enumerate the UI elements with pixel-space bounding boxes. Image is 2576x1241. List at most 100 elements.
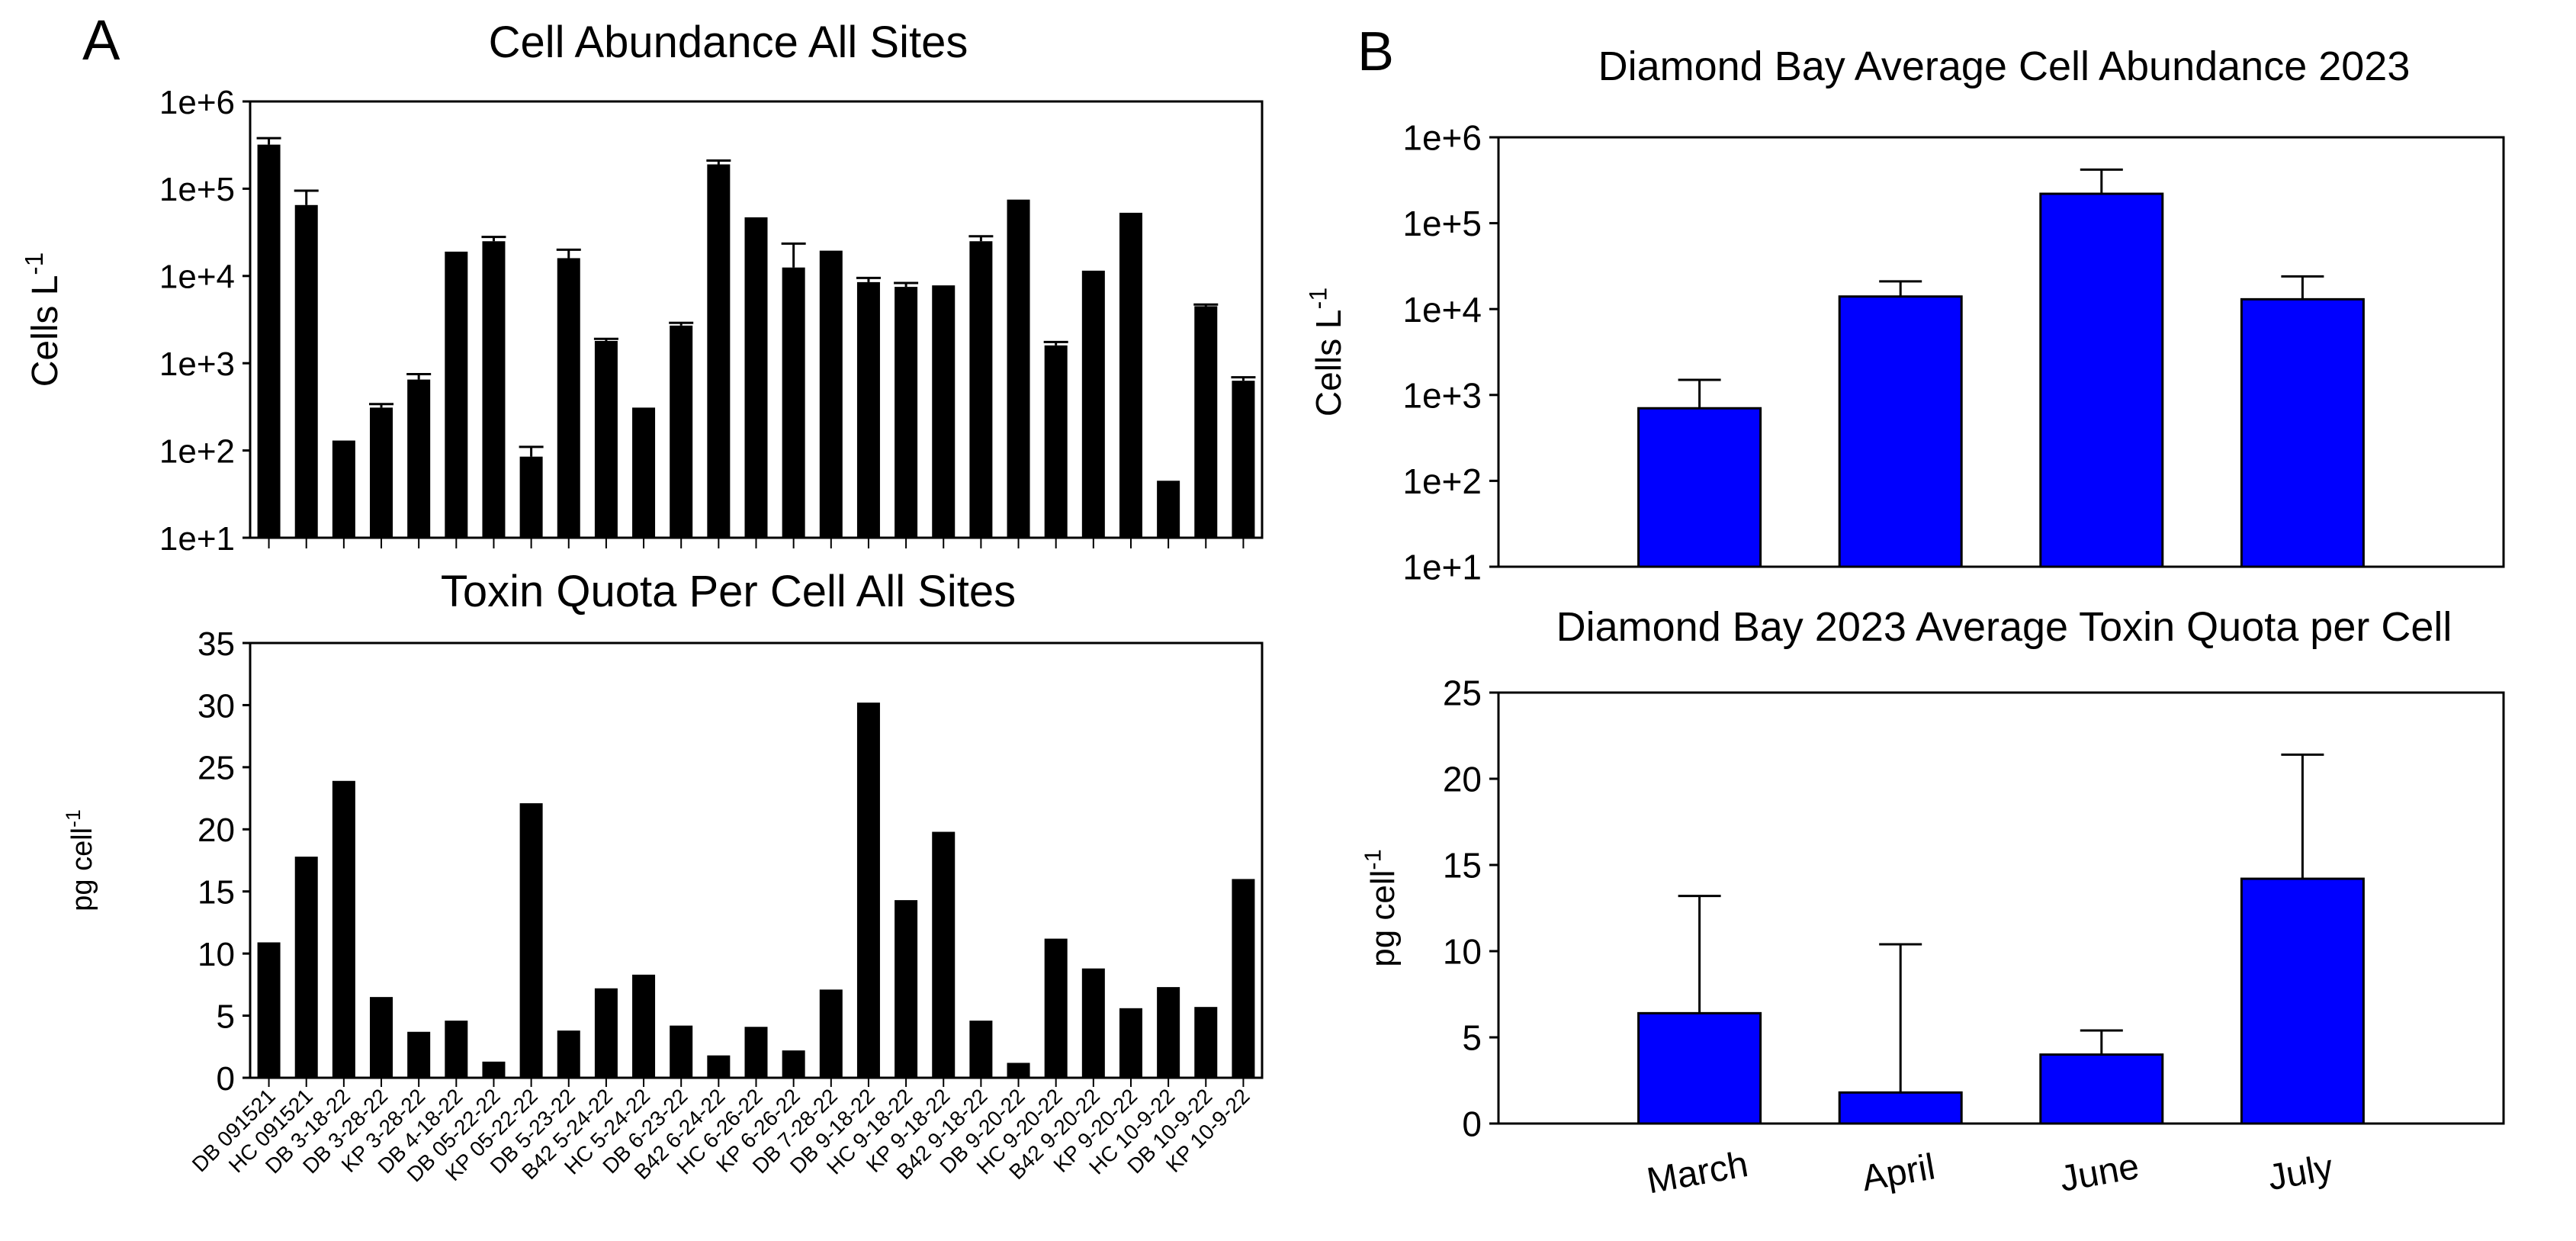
bar <box>1119 1008 1142 1078</box>
bar <box>2039 1053 2164 1125</box>
bar <box>557 258 580 538</box>
bar <box>782 1050 805 1078</box>
y-tick-label: 1e+4 <box>159 259 235 296</box>
y-tick-label: 1e+5 <box>159 171 235 208</box>
bar <box>557 1030 580 1078</box>
bar <box>1194 1007 1218 1078</box>
bar <box>1838 295 1963 568</box>
bar <box>632 974 656 1078</box>
bar <box>856 702 880 1078</box>
bar <box>895 900 918 1078</box>
panel-label-a: A <box>82 8 120 72</box>
y-tick-label: 20 <box>198 812 235 849</box>
bar <box>594 340 618 538</box>
chart-a-bottom: Toxin Quota Per Cell All Sites pg cell-1 0… <box>62 567 1264 1187</box>
chart-b-top: Diamond Bay Average Cell Abundance 2023 C… <box>1305 43 2505 587</box>
bar <box>594 988 618 1078</box>
bar <box>257 144 281 538</box>
y-tick-label: 1e+1 <box>159 520 235 558</box>
x-tick-label: July <box>2265 1147 2336 1198</box>
y-tick-label: 1e+6 <box>159 84 235 121</box>
bar <box>519 803 543 1078</box>
bar <box>670 1025 693 1078</box>
y-tick-label: 1e+4 <box>1402 290 1482 330</box>
y-axis-label: pg cell-1 <box>62 809 98 911</box>
bar <box>856 281 880 538</box>
bar <box>782 267 805 538</box>
y-tick-label: 1e+3 <box>1402 375 1482 415</box>
panel-label-b: B <box>1357 21 1394 82</box>
bar <box>332 440 355 538</box>
bar <box>407 1031 431 1078</box>
y-tick-label: 1e+2 <box>1402 461 1482 501</box>
bar <box>1044 345 1068 538</box>
bar <box>1232 381 1255 538</box>
y-tick-label: 1e+5 <box>1402 204 1482 243</box>
y-tick-label: 30 <box>198 687 235 725</box>
y-tick-label: 0 <box>1462 1104 1482 1144</box>
y-tick-label: 1e+1 <box>1402 548 1482 587</box>
bar <box>294 204 318 538</box>
chart-title: Toxin Quota Per Cell All Sites <box>441 567 1016 616</box>
bar <box>1081 270 1105 538</box>
bar <box>445 1021 468 1078</box>
y-tick-label: 0 <box>217 1060 235 1098</box>
bar <box>744 217 768 538</box>
y-tick-label: 25 <box>1443 674 1482 713</box>
y-tick-label: 15 <box>198 874 235 911</box>
bar <box>407 379 431 538</box>
y-tick-label: 1e+6 <box>1402 118 1482 158</box>
y-tick-label: 10 <box>198 936 235 973</box>
bar <box>445 251 468 538</box>
bar <box>370 997 393 1078</box>
plot-frame <box>249 100 1264 539</box>
y-tick-label: 20 <box>1443 760 1482 799</box>
x-tick-label: April <box>1859 1146 1938 1199</box>
bar <box>1232 879 1255 1078</box>
y-axis-label: Cells L-1 <box>1305 288 1348 416</box>
bar <box>294 857 318 1078</box>
chart-title: Diamond Bay 2023 Average Toxin Quota per… <box>1556 604 2452 650</box>
bar <box>2240 297 2365 568</box>
bar <box>1637 407 1762 568</box>
y-tick-label: 1e+2 <box>159 432 235 470</box>
plot-frame <box>1497 136 2505 568</box>
bar <box>1194 306 1218 538</box>
chart-title: Cell Abundance All Sites <box>489 18 968 67</box>
y-tick-label: 5 <box>217 998 235 1035</box>
bar <box>2039 192 2164 568</box>
y-tick-label: 10 <box>1443 932 1482 972</box>
bar <box>932 285 956 538</box>
chart-title: Diamond Bay Average Cell Abundance 2023 <box>1598 43 2411 89</box>
y-tick-label: 1e+3 <box>159 346 235 383</box>
bar <box>257 942 281 1078</box>
y-axis-label: pg cell-1 <box>1359 849 1402 967</box>
bar <box>632 407 656 538</box>
bar <box>482 241 506 538</box>
bar <box>1157 481 1180 538</box>
bar <box>1119 212 1142 538</box>
bar <box>744 1027 768 1078</box>
bar <box>1081 968 1105 1078</box>
bar <box>932 831 956 1078</box>
bar <box>819 250 843 538</box>
x-tick-label: June <box>2057 1146 2142 1200</box>
plot-frame <box>249 641 1264 1079</box>
bar <box>969 241 993 538</box>
bar <box>482 1061 506 1078</box>
bar <box>670 325 693 538</box>
bar <box>1007 199 1030 538</box>
bar <box>707 164 731 538</box>
bar <box>1044 938 1068 1078</box>
bar <box>2240 877 2365 1125</box>
bar <box>707 1055 731 1078</box>
x-tick-label: March <box>1644 1144 1752 1201</box>
y-tick-label: 25 <box>198 750 235 787</box>
y-tick-label: 5 <box>1462 1018 1482 1058</box>
bar <box>1838 1091 1963 1125</box>
bar <box>895 287 918 538</box>
plot-frame <box>1497 691 2505 1125</box>
y-tick-label: 15 <box>1443 846 1482 886</box>
bar <box>370 407 393 538</box>
